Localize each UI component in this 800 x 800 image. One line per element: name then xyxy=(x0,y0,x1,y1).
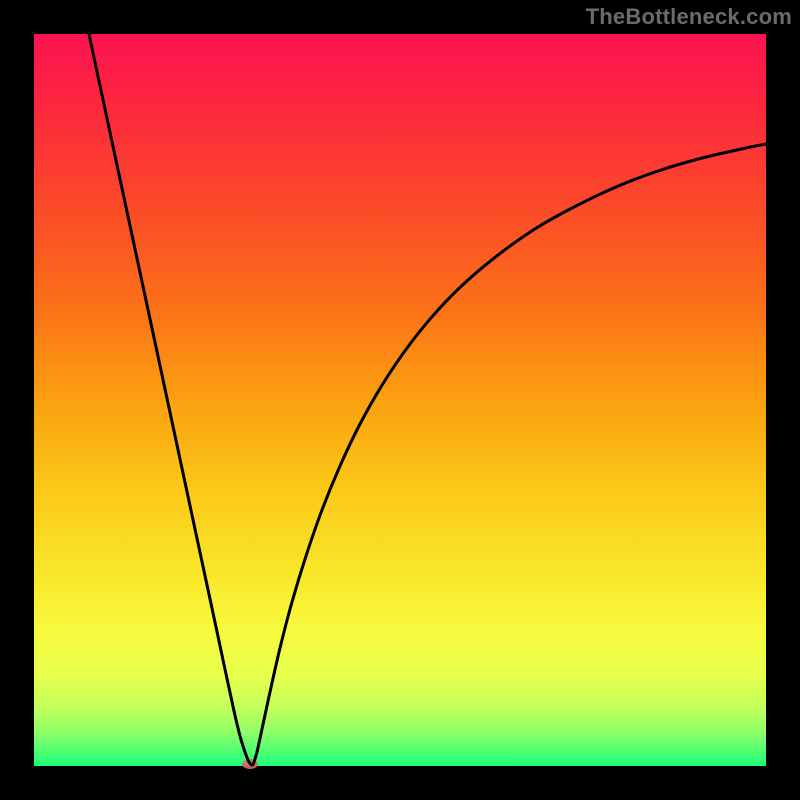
bottleneck-curve xyxy=(89,34,766,765)
chart-canvas: TheBottleneck.com xyxy=(0,0,800,800)
plot-area xyxy=(34,34,766,766)
curve-layer xyxy=(34,34,766,766)
watermark-text: TheBottleneck.com xyxy=(586,4,792,30)
